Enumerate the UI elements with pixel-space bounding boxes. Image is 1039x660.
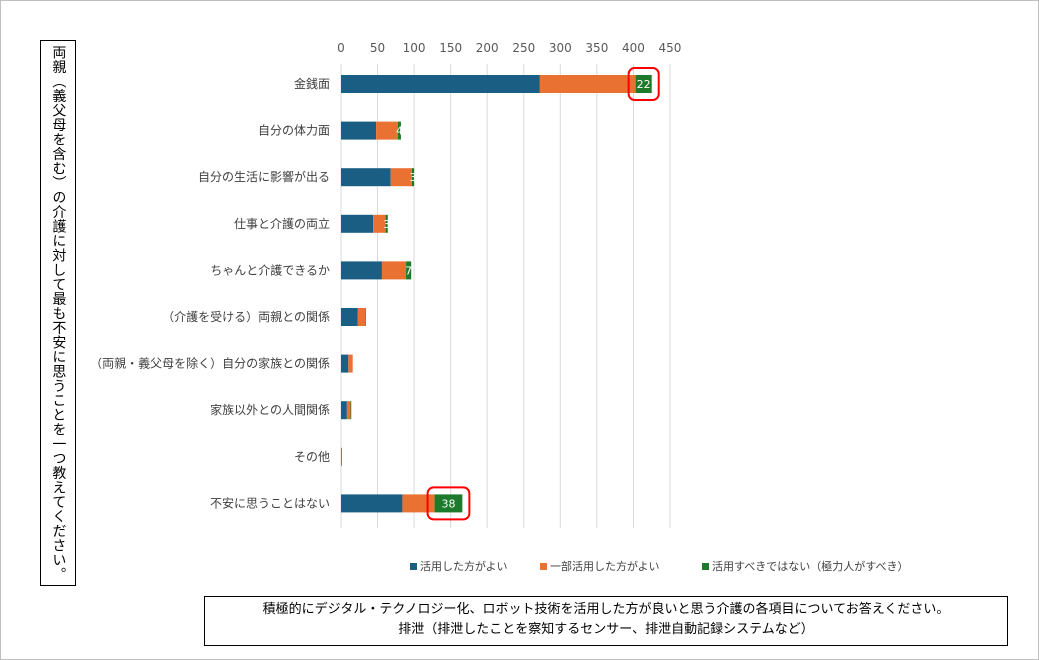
data-label: 3: [383, 218, 390, 231]
bar-segment: [341, 75, 540, 93]
bar-segment: [350, 401, 352, 420]
x-tick-label: 100: [403, 41, 426, 55]
bar-segment: [341, 214, 374, 233]
legend-label: 活用すべきではない（極力人がすべき）: [712, 559, 908, 573]
bar-segment: [390, 168, 412, 187]
x-tick-label: 450: [659, 41, 682, 55]
bar-segment: [341, 308, 358, 326]
legend-label: 活用した方がよい: [420, 559, 507, 573]
bar-segment: [341, 261, 382, 280]
bar-segment: [385, 214, 388, 233]
x-tick-label: 400: [622, 41, 645, 55]
x-tick-label: 50: [370, 41, 385, 55]
category-label: ちゃんと介護できるか: [210, 262, 330, 277]
question-label-box: 両親（義父母を含む）の介護に対して最も不安に思うことを一つ教えてください。: [40, 40, 76, 586]
bar-segment: [411, 168, 415, 187]
category-label: 金銭面: [294, 76, 330, 91]
category-label: （介護を受ける）両親との関係: [162, 309, 330, 324]
x-tick-label: 200: [476, 41, 499, 55]
bar-segment: [381, 261, 407, 280]
x-tick-label: 350: [585, 41, 608, 55]
legend-swatch: [702, 563, 709, 570]
legend-swatch: [410, 563, 417, 570]
category-label: 仕事と介護の両立: [234, 216, 330, 231]
bar-segment: [398, 121, 401, 140]
category-label: 不安に思うことはない: [210, 495, 330, 510]
data-label: 7: [405, 264, 412, 277]
bar-segment: [365, 308, 366, 326]
bar-segment: [341, 168, 391, 187]
bar-segment: [376, 121, 399, 140]
x-tick-label: 250: [512, 41, 535, 55]
data-label: 22: [637, 78, 651, 91]
x-tick-label: 0: [337, 41, 345, 55]
bar-segment: [346, 401, 351, 420]
bar-segment: [341, 447, 342, 466]
bar-segment: [635, 75, 652, 93]
category-label: その他: [294, 450, 330, 464]
caption-box: 積極的にデジタル・テクノロジー化、ロボット技術を活用した方が良いと思う介護の各項…: [204, 596, 1008, 646]
bar-segment: [348, 354, 353, 373]
legend-swatch: [540, 563, 547, 570]
caption-line-1: 積極的にデジタル・テクノロジー化、ロボット技術を活用した方が良いと思う介護の各項…: [262, 602, 950, 617]
caption-line-2: 排泄（排泄したことを察知するセンサー、排泄自動記録システムなど）: [398, 622, 814, 637]
question-label: 両親（義父母を含む）の介護に対して最も不安に思うことを一つ教えてください。: [50, 44, 67, 582]
category-label: （両親・義父母を除く）自分の家族との関係: [90, 356, 330, 371]
bar-segment: [341, 401, 347, 420]
bar-segment: [402, 494, 435, 513]
x-tick-label: 150: [439, 41, 462, 55]
bar-segment: [406, 261, 412, 280]
bar-segment: [341, 354, 349, 373]
bar-segment: [341, 494, 403, 513]
bar-segment: [434, 494, 463, 513]
highlight-box: [426, 486, 471, 521]
data-label: 38: [441, 497, 455, 510]
stacked-bar-chart: 0 50 100 150 200 250 300 350 400 450 金銭面自分の体力面自分の生…: [90, 41, 908, 573]
data-label: 3: [410, 171, 417, 184]
bar-segment: [539, 75, 636, 93]
highlight-box: [627, 67, 660, 101]
category-label: 家族以外との人間関係: [210, 402, 330, 417]
legend-label: 一部活用した方がよい: [550, 559, 659, 573]
bar-segment: [341, 121, 377, 140]
bar-segment: [373, 214, 386, 233]
x-tick-label: 300: [549, 41, 572, 55]
category-label: 自分の生活に影響が出る: [198, 169, 330, 184]
category-label: 自分の体力面: [258, 124, 330, 138]
data-label: 4: [396, 125, 403, 138]
bar-segment: [357, 308, 366, 326]
